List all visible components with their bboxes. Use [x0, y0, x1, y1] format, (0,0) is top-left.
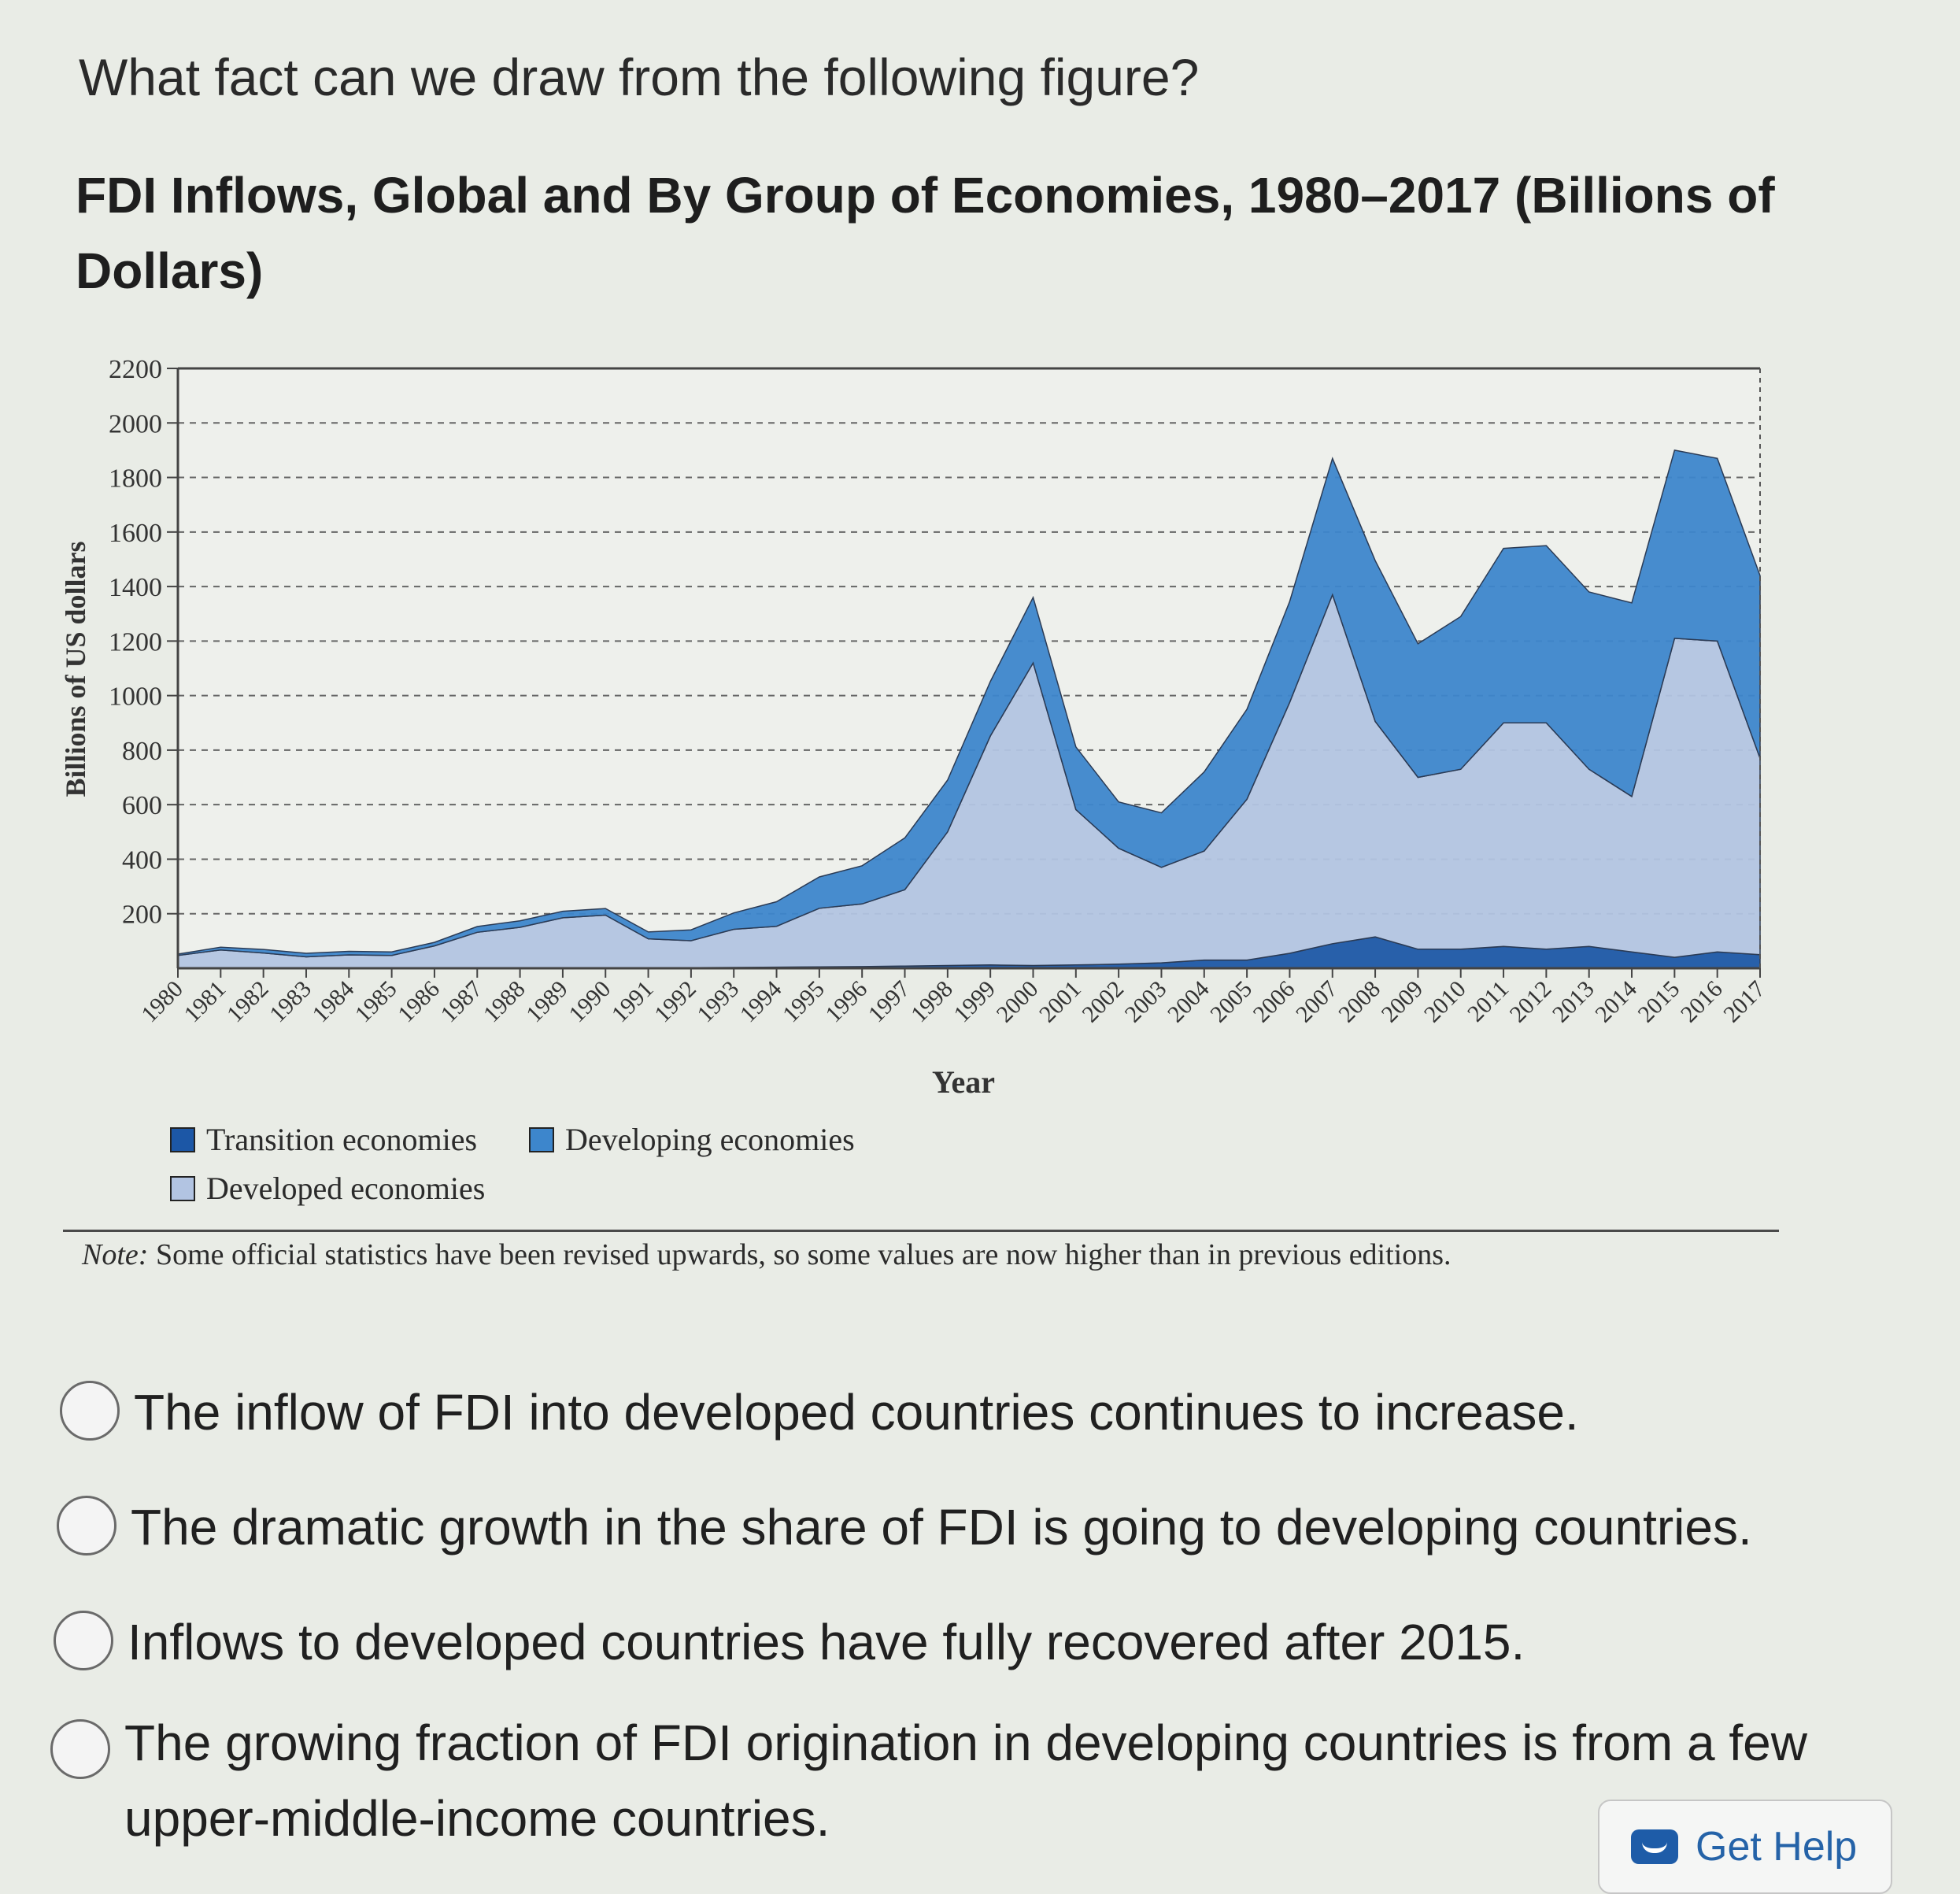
figure-note: Note: Some official statistics have been… — [82, 1237, 1452, 1272]
x-tick-label: 1993 — [692, 976, 744, 1028]
x-tick-label: 2008 — [1333, 976, 1385, 1028]
x-tick-label: 2001 — [1034, 976, 1086, 1028]
legend-label-developed: Developed economies — [206, 1171, 486, 1206]
answer-text-3: Inflows to developed countries have full… — [128, 1614, 1525, 1670]
x-tick-label: 2014 — [1590, 976, 1642, 1028]
x-tick-label: 1981 — [179, 976, 231, 1028]
answer-option-3[interactable]: Inflows to developed countries have full… — [54, 1604, 1864, 1680]
x-tick-label: 1991 — [607, 976, 659, 1028]
x-tick-label: 1997 — [864, 976, 915, 1028]
y-tick-label: 2200 — [109, 355, 162, 384]
legend-developing: Developing economies — [529, 1121, 855, 1158]
note-text: Some official statistics have been revis… — [148, 1238, 1452, 1271]
x-tick-label: 2013 — [1548, 976, 1599, 1028]
legend-swatch-transition — [170, 1126, 195, 1152]
x-tick-label: 2005 — [1205, 976, 1257, 1028]
legend-label-developing: Developing economies — [565, 1122, 855, 1157]
answer-text-1: The inflow of FDI into developed countri… — [134, 1384, 1579, 1441]
x-tick-label: 1982 — [222, 976, 274, 1028]
y-tick-label: 1200 — [109, 627, 162, 657]
x-tick-label: 1998 — [906, 976, 958, 1028]
answer-text-4: The growing fraction of FDI origination … — [124, 1715, 1807, 1847]
x-tick-label: 1999 — [949, 976, 1000, 1028]
x-tick-label: 2015 — [1633, 976, 1685, 1028]
legend-swatch-developed — [170, 1175, 195, 1201]
y-tick-label: 400 — [122, 845, 162, 875]
legend-developed: Developed economies — [170, 1170, 485, 1207]
x-tick-label: 2007 — [1291, 976, 1343, 1028]
answer-text-2: The dramatic growth in the share of FDI … — [131, 1499, 1752, 1556]
x-tick-label: 1988 — [479, 976, 531, 1028]
get-help-label: Get Help — [1696, 1824, 1858, 1870]
y-tick-label: 1600 — [109, 519, 162, 548]
x-tick-label: 1996 — [820, 976, 872, 1028]
y-tick-label: 800 — [122, 737, 162, 766]
radio-button-3[interactable] — [54, 1611, 113, 1670]
x-tick-label: 2006 — [1248, 976, 1300, 1028]
x-tick-label: 2011 — [1463, 976, 1514, 1027]
x-tick-label: 2012 — [1505, 976, 1557, 1028]
y-tick-label: 1400 — [109, 573, 162, 602]
x-tick-label: 2004 — [1163, 976, 1215, 1028]
x-tick-label: 1984 — [307, 976, 359, 1028]
y-tick-label: 200 — [122, 901, 162, 930]
x-tick-label: 1989 — [521, 976, 573, 1028]
y-axis-label: Billions of US dollars — [60, 541, 91, 797]
answer-option-1[interactable]: The inflow of FDI into developed countri… — [60, 1374, 1870, 1450]
x-tick-label: 2009 — [1377, 976, 1429, 1028]
question-text: What fact can we draw from the following… — [79, 48, 1200, 106]
radio-button-1[interactable] — [60, 1381, 120, 1441]
radio-button-2[interactable] — [57, 1496, 116, 1556]
y-tick-label: 1800 — [109, 464, 162, 494]
x-tick-label: 1985 — [350, 976, 402, 1028]
get-help-button[interactable]: Get Help — [1598, 1800, 1892, 1894]
x-tick-label: 2002 — [1077, 976, 1129, 1028]
legend-transition: Transition economies — [170, 1121, 477, 1158]
note-divider — [63, 1230, 1779, 1232]
radio-button-4[interactable] — [50, 1719, 110, 1779]
x-tick-label: 1983 — [264, 976, 316, 1028]
legend-label-transition: Transition economies — [206, 1122, 478, 1157]
x-axis-label: Year — [932, 1064, 995, 1100]
x-tick-label: 2017 — [1718, 976, 1770, 1028]
figure-title: FDI Inflows, Global and By Group of Econ… — [76, 167, 1775, 299]
x-tick-label: 1992 — [649, 976, 701, 1028]
chat-icon — [1631, 1829, 1678, 1864]
x-tick-label: 2010 — [1419, 976, 1471, 1028]
answer-option-2[interactable]: The dramatic growth in the share of FDI … — [57, 1489, 1899, 1565]
y-tick-label: 2000 — [109, 409, 162, 438]
x-tick-label: 2003 — [1120, 976, 1172, 1028]
x-tick-label: 1990 — [564, 976, 616, 1028]
legend-swatch-developing — [529, 1126, 554, 1152]
x-tick-label: 2016 — [1676, 976, 1728, 1028]
x-tick-label: 2000 — [992, 976, 1044, 1028]
x-tick-label: 1980 — [136, 976, 188, 1028]
x-tick-label: 1986 — [393, 976, 445, 1028]
note-label: Note: — [82, 1238, 149, 1271]
x-tick-label: 1994 — [735, 976, 787, 1028]
answer-option-4[interactable]: The growing fraction of FDI origination … — [50, 1705, 1892, 1856]
x-tick-label: 1995 — [778, 976, 830, 1028]
x-tick-label: 1987 — [435, 976, 487, 1028]
y-tick-label: 600 — [122, 791, 162, 820]
y-tick-label: 1000 — [109, 683, 162, 712]
fdi-area-chart: 200 400 600 800 1000 1200 1400 1600 1800 2000 2200… — [60, 355, 1770, 1100]
